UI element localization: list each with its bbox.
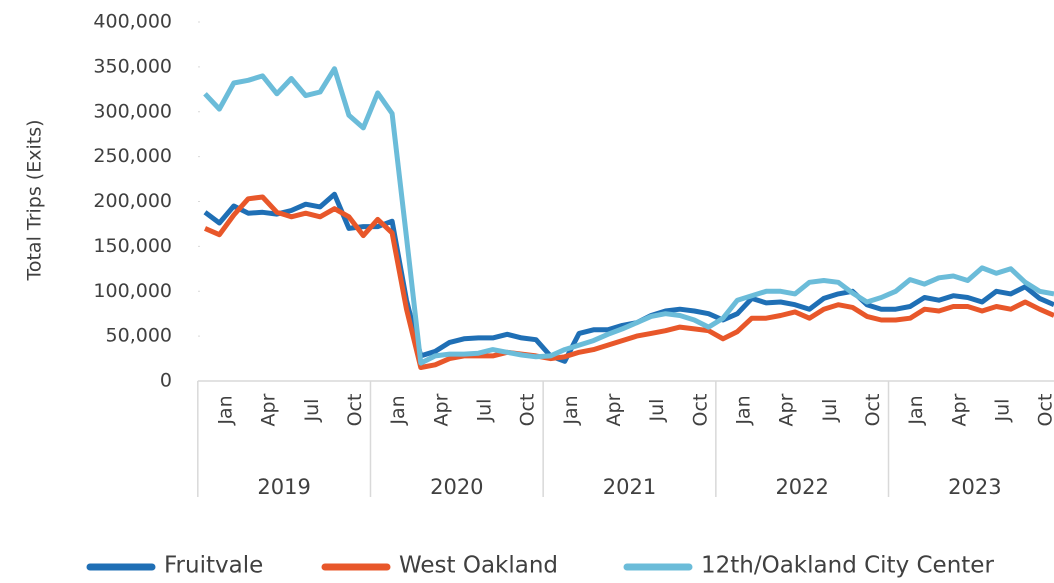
x-tick-label: Jul: [301, 399, 323, 423]
y-tick-label: 200,000: [93, 190, 172, 212]
legend-label: 12th/Oakland City Center: [701, 553, 994, 579]
y-tick-label: 250,000: [93, 145, 172, 167]
y-tick-label: 300,000: [93, 100, 172, 122]
y-tick-label: 0: [160, 370, 172, 392]
x-tick-label: Oct: [1035, 394, 1054, 427]
x-tick-label: Oct: [689, 394, 711, 427]
x-tick-label: Jul: [819, 399, 841, 423]
x-tick-label: Jan: [733, 395, 755, 425]
x-tick-label: Jul: [474, 399, 496, 423]
x-tick-label: Jan: [560, 395, 582, 425]
x-tick-label: Oct: [344, 394, 366, 427]
y-tick-label: 50,000: [106, 325, 172, 347]
x-tick-label: Apr: [776, 393, 798, 426]
y-axis-label: Total Trips (Exits): [24, 119, 46, 281]
line-series: [203, 66, 1054, 366]
y-tick-label: 350,000: [93, 55, 172, 77]
y-tick-label: 400,000: [93, 11, 172, 33]
group-label: 2019: [257, 475, 310, 499]
line-series: [203, 194, 1054, 370]
x-tick-label: Oct: [862, 394, 884, 427]
group-label: 2023: [948, 475, 1001, 499]
x-tick-label: Jan: [905, 395, 927, 425]
x-tick-label: Jan: [215, 395, 237, 425]
legend-label: Fruitvale: [164, 553, 263, 579]
group-label: 2020: [430, 475, 483, 499]
x-tick-label: Apr: [430, 393, 452, 426]
x-tick-label: Jan: [387, 395, 409, 425]
y-tick-label: 150,000: [93, 235, 172, 257]
group-label: 2022: [775, 475, 828, 499]
x-tick-label: Jul: [646, 399, 668, 423]
y-tick-label: 100,000: [93, 280, 172, 302]
x-tick-label: Oct: [517, 394, 539, 427]
x-tick-label: Jul: [992, 399, 1014, 423]
x-tick-label: Apr: [603, 393, 625, 426]
legend-label: West Oakland: [399, 553, 558, 579]
group-label: 2021: [603, 475, 656, 499]
x-tick-label: Apr: [258, 393, 280, 426]
x-tick-label: Apr: [948, 393, 970, 426]
